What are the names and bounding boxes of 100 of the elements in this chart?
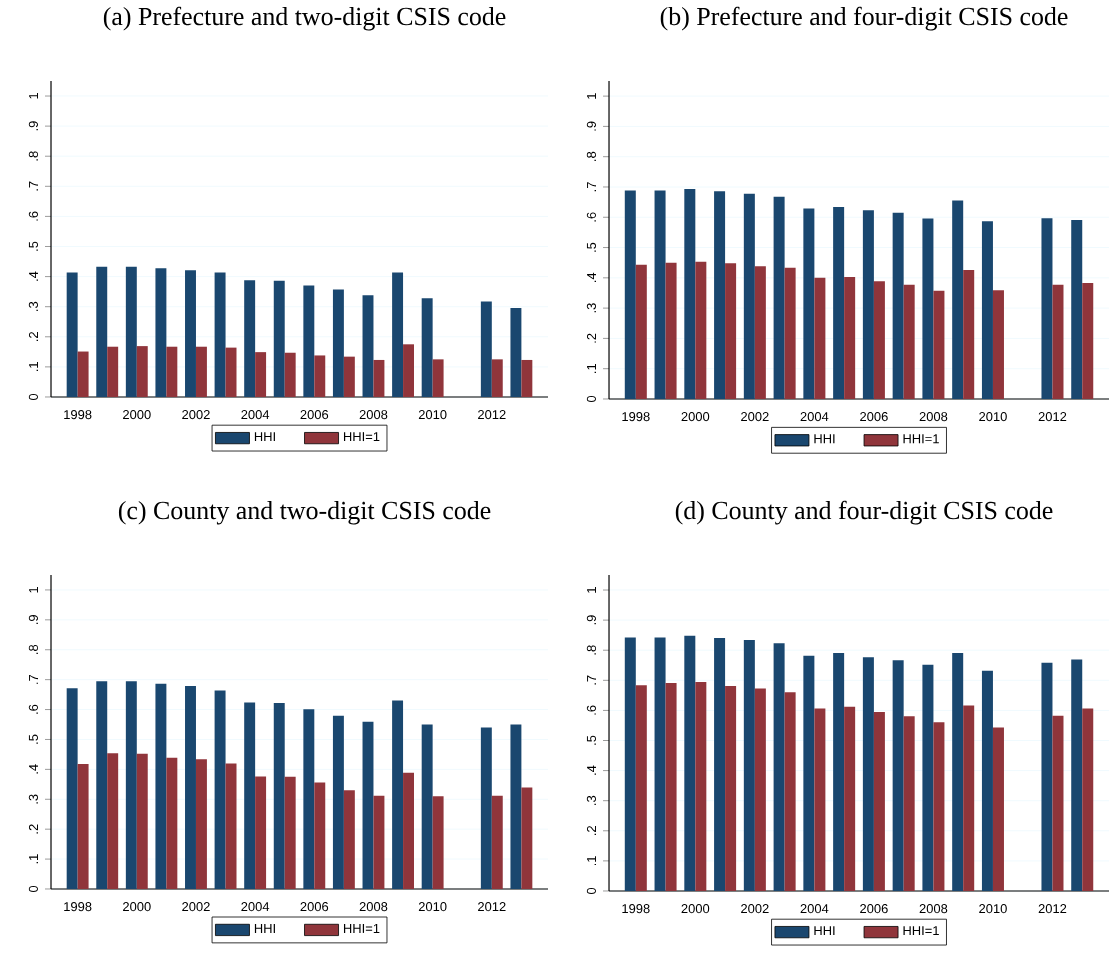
bar — [510, 307, 522, 397]
bar — [77, 763, 89, 889]
y-tick-label: .9 — [586, 615, 596, 625]
bar — [684, 189, 696, 399]
bar — [362, 295, 374, 397]
bar — [952, 200, 964, 399]
x-tick-label: 2012 — [1038, 904, 1067, 914]
legend-label: HHI=1 — [343, 432, 380, 442]
x-tick-label: 2006 — [860, 904, 888, 914]
bar — [225, 347, 237, 397]
bar — [284, 776, 296, 889]
bar — [1052, 715, 1064, 891]
bar — [343, 356, 355, 397]
bar — [981, 221, 993, 399]
bar — [392, 272, 404, 397]
x-tick-label: 2012 — [478, 410, 506, 420]
bar — [185, 270, 196, 397]
bar — [1071, 219, 1083, 399]
y-tick-label: .4 — [29, 271, 38, 281]
bar — [714, 637, 726, 891]
x-tick-label: 2004 — [800, 412, 829, 422]
bar — [624, 190, 636, 399]
bar — [952, 652, 964, 891]
bar — [136, 753, 148, 889]
bar — [743, 193, 755, 399]
bar — [195, 346, 207, 397]
bar — [903, 716, 915, 891]
bar — [635, 685, 647, 891]
bar — [480, 301, 492, 397]
legend-label: HHI — [254, 432, 275, 442]
bar — [214, 690, 226, 889]
bar — [714, 191, 726, 399]
x-tick-label: 2012 — [1038, 412, 1067, 422]
y-tick-label: 1 — [587, 587, 596, 593]
bar — [803, 208, 815, 399]
bar — [1041, 218, 1053, 399]
chart-title: (d) County and four-digit CSIS code — [675, 500, 1053, 525]
bar — [166, 757, 178, 889]
y-tick-label: .5 — [28, 241, 38, 251]
bar — [432, 359, 444, 397]
bar — [510, 724, 522, 889]
bar — [480, 727, 492, 889]
bar — [981, 670, 993, 891]
x-tick-label: 2002 — [182, 410, 210, 420]
y-tick-label: .7 — [587, 182, 596, 192]
bar — [332, 715, 344, 889]
y-tick-label: .2 — [28, 332, 38, 341]
x-tick-label: 2004 — [241, 410, 270, 420]
bar — [654, 637, 666, 891]
bar — [922, 664, 934, 891]
bar — [66, 688, 78, 889]
bar — [635, 264, 647, 399]
bar — [521, 359, 533, 397]
bar — [421, 724, 433, 889]
y-tick-label: .5 — [586, 735, 596, 745]
y-tick-label: 1 — [587, 93, 596, 99]
bar — [521, 787, 533, 889]
bar — [873, 281, 885, 399]
bar — [273, 702, 285, 889]
y-tick-label: .6 — [586, 212, 596, 222]
x-tick-label: 2002 — [741, 904, 769, 914]
bar — [343, 790, 355, 889]
bar — [136, 346, 148, 397]
bar — [862, 210, 874, 399]
bar — [773, 196, 785, 399]
bar — [773, 643, 785, 891]
y-tick-label: .6 — [28, 211, 38, 221]
bar — [195, 759, 207, 889]
bar — [754, 688, 766, 891]
y-tick-label: .7 — [29, 674, 38, 684]
y-tick-label: .9 — [586, 121, 596, 131]
x-tick-label: 2010 — [979, 412, 1007, 422]
bar — [332, 289, 344, 397]
bar — [1071, 659, 1083, 891]
x-tick-label: 2000 — [123, 410, 151, 420]
bar — [155, 268, 167, 397]
y-tick-label: .4 — [587, 765, 596, 775]
bar — [903, 284, 915, 399]
bar — [403, 772, 414, 889]
x-tick-label: 2002 — [741, 412, 769, 422]
bar — [66, 272, 78, 397]
y-tick-label: .6 — [28, 704, 38, 714]
y-tick-label: 0 — [28, 393, 38, 401]
bar — [833, 206, 845, 399]
bar — [225, 763, 237, 889]
bar — [992, 290, 1004, 399]
bar — [892, 212, 904, 399]
bar — [392, 700, 404, 889]
x-tick-label: 2010 — [979, 904, 1007, 914]
y-tick-label: 1 — [29, 586, 38, 593]
bar — [725, 263, 737, 399]
y-tick-label: .4 — [29, 764, 38, 774]
bar — [814, 708, 826, 891]
bar — [922, 218, 934, 399]
y-tick-label: .6 — [586, 705, 596, 715]
bar — [314, 355, 326, 397]
bar — [684, 635, 696, 891]
y-tick-label: 0 — [586, 887, 596, 895]
y-tick-label: .2 — [586, 333, 596, 343]
x-tick-label: 2010 — [418, 902, 447, 912]
